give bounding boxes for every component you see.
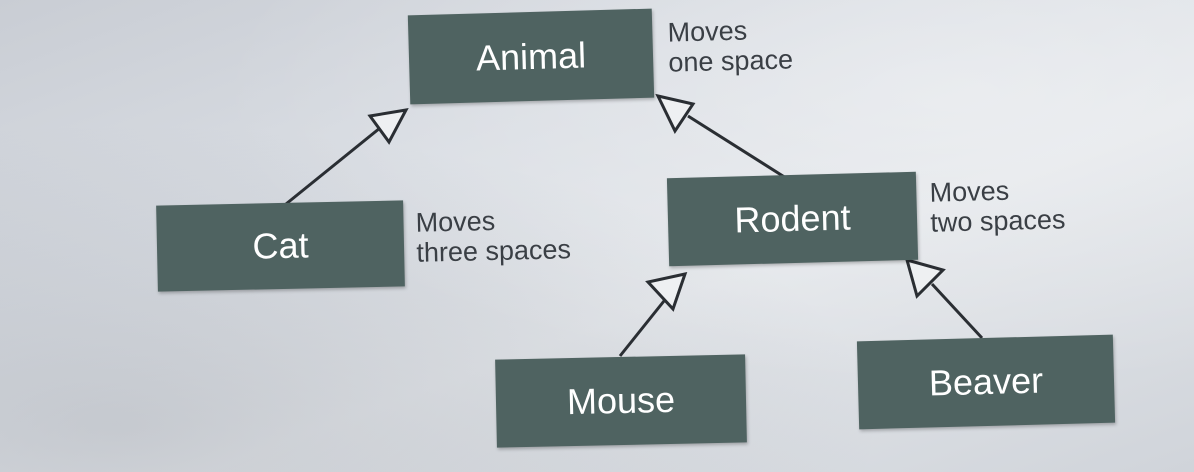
note-animal: Moves one space: [667, 14, 794, 78]
note-cat-line2: three spaces: [416, 234, 572, 268]
note-animal-line2: one space: [668, 44, 794, 78]
link-cat-animal: [285, 126, 381, 206]
arrowhead-mouse-rodent: [645, 271, 688, 312]
arrowhead-beaver-rodent: [904, 257, 946, 299]
note-cat: Moves three spaces: [415, 204, 572, 268]
class-box-beaver: Beaver: [856, 334, 1116, 430]
arrowhead-cat-animal: [367, 108, 409, 145]
note-animal-line1: Moves: [667, 15, 748, 48]
class-name-beaver: Beaver: [928, 359, 1044, 404]
class-name-mouse: Mouse: [566, 378, 676, 423]
class-box-rodent: Rodent: [666, 171, 919, 267]
class-box-mouse: Mouse: [495, 354, 747, 448]
link-rodent-animal: [687, 114, 787, 180]
class-name-cat: Cat: [252, 224, 309, 267]
class-name-animal: Animal: [475, 33, 587, 79]
class-box-animal: Animal: [407, 8, 655, 105]
link-beaver-rodent: [930, 282, 984, 340]
link-mouse-rodent: [618, 295, 670, 357]
note-rodent-line1: Moves: [929, 175, 1010, 208]
arrowhead-rodent-animal: [655, 93, 696, 135]
note-rodent: Moves two spaces: [929, 174, 1066, 238]
note-rodent-line2: two spaces: [930, 204, 1066, 238]
class-name-rodent: Rodent: [733, 196, 852, 241]
note-cat-line1: Moves: [415, 205, 496, 238]
class-box-cat: Cat: [156, 200, 405, 292]
